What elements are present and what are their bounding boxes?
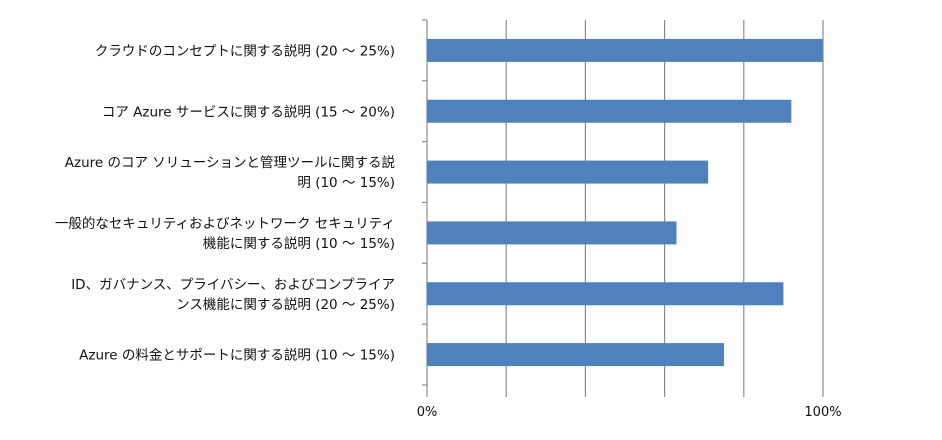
category-label-line: ンス機能に関する説明 (20 ～ 25%) xyxy=(176,297,395,313)
bar-5 xyxy=(427,343,724,367)
bar-4 xyxy=(427,282,784,306)
category-label-line: Azure のコア ソリューションと管理ツールに関する説 xyxy=(65,155,395,171)
category-labels: クラウドのコンセプトに関する説明 (20 ～ 25%) コア Azure サービス… xyxy=(55,43,395,363)
category-label-4: ID、ガバナンス、プライバシー、およびコンプライアンス機能に関する説明 (20 … xyxy=(71,277,395,313)
bar-3 xyxy=(427,221,677,245)
category-label-1: コア Azure サービスに関する説明 (15 ～ 20%) xyxy=(102,104,395,120)
bar-2 xyxy=(427,160,709,184)
category-label-3: 一般的なセキュリティおよびネットワーク セキュリティ機能に関する説明 (10 ～… xyxy=(55,216,395,252)
category-label-2: Azure のコア ソリューションと管理ツールに関する説明 (10 ～ 15%) xyxy=(65,155,395,191)
category-label-5: Azure の料金とサポートに関する説明 (10 ～ 15%) xyxy=(79,348,395,364)
x-tick-label-1: 100% xyxy=(804,405,841,420)
category-label-line: ID、ガバナンス、プライバシー、およびコンプライア xyxy=(71,277,395,293)
x-axis-tick-labels: 0% 100% xyxy=(417,405,842,420)
gridlines xyxy=(422,19,824,397)
x-tick-label-0: 0% xyxy=(417,405,438,420)
category-label-line: クラウドのコンセプトに関する説明 (20 ～ 25%) xyxy=(95,43,395,59)
category-label-line: Azure の料金とサポートに関する説明 (10 ～ 15%) xyxy=(79,348,395,364)
category-label-0: クラウドのコンセプトに関する説明 (20 ～ 25%) xyxy=(95,43,395,59)
category-label-line: コア Azure サービスに関する説明 (15 ～ 20%) xyxy=(102,104,395,120)
bar-1 xyxy=(427,99,792,123)
category-label-line: 明 (10 ～ 15%) xyxy=(297,175,395,191)
bar-0 xyxy=(427,38,823,62)
category-label-line: 機能に関する説明 (10 ～ 15%) xyxy=(203,236,395,252)
bars xyxy=(427,38,823,367)
category-label-line: 一般的なセキュリティおよびネットワーク セキュリティ xyxy=(55,216,395,232)
